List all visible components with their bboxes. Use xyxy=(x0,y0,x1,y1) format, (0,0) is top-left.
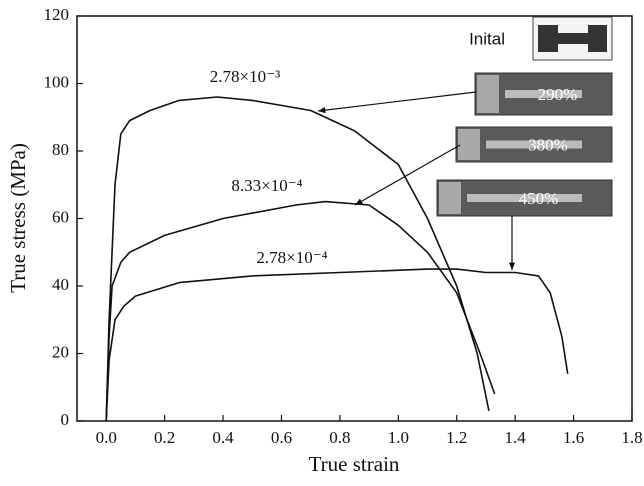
x-tick-label: 1.4 xyxy=(505,428,527,447)
inset-label: Inital xyxy=(469,29,505,48)
specimen-grip xyxy=(458,129,480,160)
series-label: 8.33×10⁻⁴ xyxy=(231,176,302,195)
y-tick-label: 40 xyxy=(52,275,69,294)
specimen-shape xyxy=(538,25,607,52)
arrow-line xyxy=(317,91,477,112)
inset-label: 290% xyxy=(538,85,578,104)
arrow-head xyxy=(508,262,516,270)
arrow-head xyxy=(355,198,363,205)
x-tick-label: 1.2 xyxy=(446,428,467,447)
specimen-gauge xyxy=(505,90,582,98)
specimen-gauge xyxy=(467,194,582,202)
y-tick-label: 100 xyxy=(44,72,70,91)
specimen-gauge xyxy=(486,140,582,149)
y-tick-label: 60 xyxy=(52,207,69,226)
inset-label: 380% xyxy=(528,135,568,154)
y-tick-label: 80 xyxy=(52,140,69,159)
arrow-head xyxy=(318,107,326,114)
y-tick-label: 0 xyxy=(61,410,70,429)
y-axis-title: True stress (MPa) xyxy=(6,143,30,293)
series-line xyxy=(105,268,569,422)
specimen-grip xyxy=(477,75,499,113)
x-tick-label: 1.8 xyxy=(621,428,642,447)
x-tick-label: 0.0 xyxy=(96,428,117,447)
x-tick-label: 0.4 xyxy=(212,428,234,447)
arrow-line xyxy=(354,144,461,206)
y-tick-label: 120 xyxy=(44,5,70,24)
x-tick-label: 0.6 xyxy=(271,428,292,447)
x-tick-label: 1.6 xyxy=(563,428,584,447)
x-tick-label: 0.2 xyxy=(154,428,175,447)
y-tick-label: 20 xyxy=(52,342,69,361)
specimen-grip xyxy=(439,182,461,214)
series-label: 2.78×10⁻³ xyxy=(210,67,280,86)
series-line xyxy=(105,96,490,422)
x-tick-label: 1.0 xyxy=(388,428,409,447)
series-line xyxy=(105,200,496,422)
x-tick-label: 0.8 xyxy=(329,428,350,447)
x-axis-title: True strain xyxy=(309,452,400,476)
inset-label: 450% xyxy=(519,189,559,208)
series-label: 2.78×10⁻⁴ xyxy=(256,248,327,267)
